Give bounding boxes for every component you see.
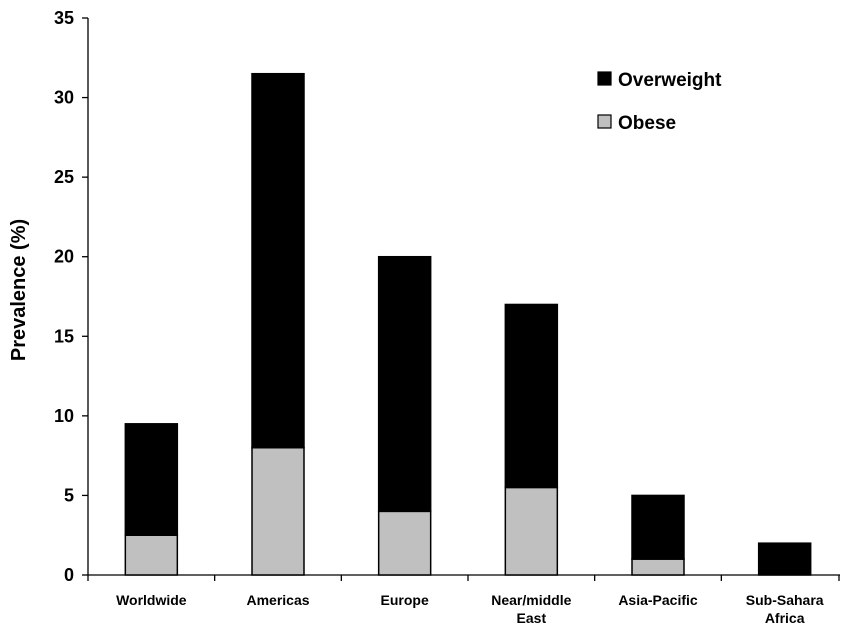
- y-tick-label: 0: [64, 565, 74, 585]
- bar-obese-0: [124, 534, 179, 576]
- y-tick-label: 35: [54, 8, 74, 28]
- y-axis-title: Prevalence (%): [8, 219, 30, 361]
- y-tick-label: 10: [54, 406, 74, 426]
- bar-overweight-4: [631, 494, 685, 560]
- legend-swatch-0: [597, 71, 612, 86]
- bar-obese-4: [631, 558, 685, 576]
- chart-legend: Overweight Obese: [597, 70, 722, 134]
- y-tick-label: 30: [54, 88, 74, 108]
- bar-overweight-5: [757, 542, 812, 576]
- bar-overweight-0: [124, 423, 179, 536]
- x-category-label: Europe: [381, 592, 429, 608]
- legend-label: Overweight: [618, 70, 722, 91]
- bar-overweight-2: [377, 255, 432, 513]
- y-tick-label: 15: [54, 326, 74, 346]
- bar-obese-1: [251, 446, 305, 576]
- x-category-label: Americas: [246, 592, 309, 608]
- legend-swatch-1: [597, 114, 612, 129]
- y-tick-label: 25: [54, 167, 74, 187]
- bar-obese-3: [504, 486, 559, 576]
- bar-overweight-1: [251, 72, 305, 449]
- bar-overweight-3: [504, 303, 559, 489]
- y-tick-label: 20: [54, 247, 74, 267]
- x-category-label: Worldwide: [116, 592, 187, 608]
- x-category-label: Asia-Pacific: [618, 592, 698, 608]
- plot-area: 0 5 10 15 20 25 30 35 Worldwide Americas Europe Nea…: [54, 8, 840, 625]
- x-category-label: Sub-Sahara Africa: [746, 592, 824, 625]
- y-tick-label: 5: [64, 485, 74, 505]
- legend-label: Obese: [618, 113, 676, 134]
- bar-obese-2: [377, 510, 432, 576]
- x-category-label: Near/middle East: [491, 592, 571, 625]
